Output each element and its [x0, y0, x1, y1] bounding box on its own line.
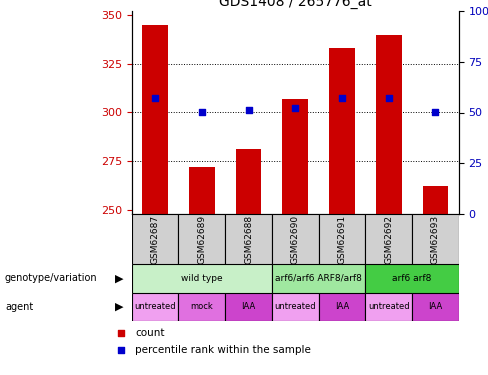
- FancyBboxPatch shape: [179, 292, 225, 321]
- Text: count: count: [136, 328, 165, 338]
- FancyBboxPatch shape: [319, 292, 366, 321]
- Text: arf6/arf6 ARF8/arf8: arf6/arf6 ARF8/arf8: [275, 274, 362, 283]
- Text: IAA: IAA: [428, 302, 443, 311]
- Point: [338, 95, 346, 101]
- FancyBboxPatch shape: [132, 214, 179, 264]
- Text: GSM62693: GSM62693: [431, 214, 440, 264]
- FancyBboxPatch shape: [132, 264, 272, 292]
- Text: wild type: wild type: [181, 274, 223, 283]
- Bar: [423, 186, 448, 214]
- Text: GSM62689: GSM62689: [197, 214, 206, 264]
- Point: [198, 110, 206, 116]
- FancyBboxPatch shape: [319, 214, 366, 264]
- Text: mock: mock: [190, 302, 213, 311]
- Point: [291, 105, 299, 111]
- FancyBboxPatch shape: [366, 214, 412, 264]
- Text: GSM62692: GSM62692: [384, 214, 393, 264]
- Bar: [329, 48, 355, 214]
- Text: untreated: untreated: [368, 302, 409, 311]
- FancyBboxPatch shape: [272, 292, 319, 321]
- FancyBboxPatch shape: [412, 214, 459, 264]
- FancyBboxPatch shape: [179, 214, 225, 264]
- Bar: [283, 99, 308, 214]
- Text: ▶: ▶: [115, 302, 124, 312]
- Point: [385, 95, 392, 101]
- FancyBboxPatch shape: [366, 264, 459, 292]
- Text: GSM62687: GSM62687: [151, 214, 160, 264]
- FancyBboxPatch shape: [412, 292, 459, 321]
- Text: IAA: IAA: [335, 302, 349, 311]
- Bar: [376, 34, 402, 214]
- Text: untreated: untreated: [134, 302, 176, 311]
- Text: IAA: IAA: [242, 302, 256, 311]
- Text: percentile rank within the sample: percentile rank within the sample: [136, 345, 311, 355]
- Point: [244, 108, 252, 114]
- Text: GSM62691: GSM62691: [337, 214, 346, 264]
- Text: arf6 arf8: arf6 arf8: [392, 274, 432, 283]
- Point: [151, 95, 159, 101]
- Point: [431, 110, 439, 116]
- Point: [118, 347, 125, 352]
- Bar: [142, 25, 168, 214]
- FancyBboxPatch shape: [225, 292, 272, 321]
- Text: GSM62688: GSM62688: [244, 214, 253, 264]
- Bar: [189, 167, 215, 214]
- Title: GDS1408 / 265776_at: GDS1408 / 265776_at: [219, 0, 372, 9]
- FancyBboxPatch shape: [132, 292, 179, 321]
- Text: agent: agent: [5, 302, 33, 312]
- Text: genotype/variation: genotype/variation: [5, 273, 98, 284]
- Bar: [236, 150, 262, 214]
- FancyBboxPatch shape: [272, 214, 319, 264]
- Text: untreated: untreated: [274, 302, 316, 311]
- Point: [118, 330, 125, 336]
- FancyBboxPatch shape: [225, 214, 272, 264]
- Text: ▶: ▶: [115, 273, 124, 284]
- Text: GSM62690: GSM62690: [291, 214, 300, 264]
- FancyBboxPatch shape: [366, 292, 412, 321]
- FancyBboxPatch shape: [272, 264, 366, 292]
